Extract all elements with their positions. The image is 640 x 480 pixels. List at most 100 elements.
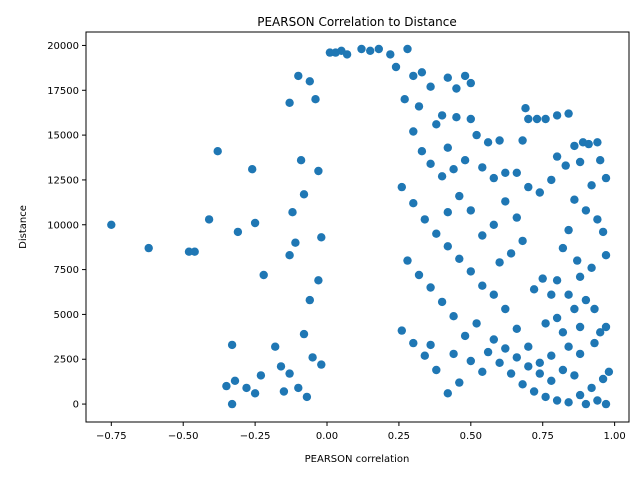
- data-point: [314, 166, 323, 176]
- data-point: [558, 243, 568, 253]
- x-tick-label: 0.50: [460, 431, 482, 442]
- data-point: [593, 138, 602, 147]
- data-point: [598, 227, 608, 237]
- data-point: [294, 383, 303, 393]
- data-point: [604, 367, 614, 376]
- data-point: [285, 98, 294, 108]
- data-point: [532, 114, 542, 124]
- data-point: [443, 143, 452, 152]
- data-point: [552, 276, 562, 285]
- y-tick-label: 10000: [47, 220, 79, 231]
- data-point: [233, 227, 243, 237]
- data-point: [311, 95, 320, 104]
- data-point: [581, 399, 591, 409]
- y-tick-label: 15000: [47, 131, 79, 142]
- data-point: [357, 44, 366, 54]
- y-axis: 0 2500 5000 7500 10000 12500 15000 17500 20000: [47, 41, 86, 411]
- data-point: [495, 258, 504, 267]
- data-point: [437, 111, 447, 120]
- data-point: [501, 304, 510, 314]
- data-point: [391, 62, 401, 72]
- data-point: [601, 399, 611, 409]
- data-point: [547, 376, 556, 385]
- data-point: [575, 390, 585, 400]
- data-point: [483, 347, 493, 357]
- data-point: [403, 256, 412, 265]
- data-point: [584, 139, 593, 149]
- data-point: [552, 396, 562, 405]
- data-point: [437, 172, 447, 181]
- data-point: [538, 274, 547, 283]
- data-point: [259, 270, 268, 280]
- data-point: [299, 190, 309, 199]
- data-point: [291, 238, 300, 247]
- data-point: [460, 71, 470, 81]
- data-point: [420, 215, 429, 224]
- data-point: [478, 367, 487, 376]
- data-point: [466, 114, 475, 124]
- data-point: [581, 295, 591, 305]
- data-point: [478, 163, 487, 172]
- y-tick-label: 17500: [47, 86, 79, 97]
- data-point: [575, 349, 585, 359]
- data-point: [302, 392, 312, 402]
- data-point: [564, 225, 573, 235]
- data-point: [466, 267, 475, 276]
- data-point: [400, 95, 409, 104]
- data-point: [409, 71, 418, 81]
- data-point: [590, 304, 599, 314]
- data-point: [409, 338, 418, 348]
- data-point: [222, 381, 231, 391]
- data-point: [414, 102, 424, 111]
- data-point: [472, 319, 481, 328]
- data-point: [426, 340, 435, 350]
- data-point: [570, 304, 579, 314]
- data-point: [570, 141, 579, 151]
- data-point: [590, 338, 599, 348]
- data-point: [455, 191, 464, 201]
- data-point: [472, 130, 481, 140]
- data-point: [452, 84, 461, 93]
- data-point: [409, 127, 418, 136]
- data-point: [506, 249, 516, 258]
- data-point: [213, 147, 222, 156]
- data-point: [342, 50, 352, 59]
- data-point: [495, 136, 504, 145]
- data-point: [529, 285, 539, 294]
- data-point: [489, 335, 498, 344]
- data-point: [227, 399, 237, 409]
- data-point: [529, 387, 539, 396]
- data-point: [317, 233, 326, 242]
- data-point: [250, 389, 260, 398]
- data-point: [575, 272, 585, 281]
- points-layer: [107, 44, 614, 409]
- data-point: [397, 326, 406, 335]
- data-point: [501, 344, 510, 353]
- data-point: [575, 322, 585, 332]
- data-point: [248, 165, 257, 174]
- x-tick-label: 0.00: [316, 431, 338, 442]
- y-tick-label: 2500: [54, 355, 79, 366]
- data-point: [305, 77, 314, 86]
- data-point: [455, 254, 464, 263]
- data-point: [256, 371, 266, 380]
- data-point: [437, 297, 447, 307]
- y-tick-label: 7500: [54, 265, 79, 276]
- data-point: [558, 328, 568, 337]
- data-point: [366, 46, 375, 55]
- data-point: [299, 329, 309, 339]
- data-point: [593, 215, 602, 224]
- data-point: [601, 173, 611, 183]
- data-point: [581, 206, 591, 215]
- data-point: [564, 398, 573, 407]
- data-point: [489, 290, 498, 299]
- data-point: [512, 324, 521, 333]
- data-point: [466, 356, 475, 366]
- chart-title: PEARSON Correlation to Distance: [257, 15, 457, 29]
- x-axis-label: PEARSON correlation: [305, 454, 410, 465]
- data-point: [227, 340, 237, 350]
- x-tick-label: 0.75: [532, 431, 554, 442]
- data-point: [403, 44, 412, 54]
- data-point: [426, 159, 435, 168]
